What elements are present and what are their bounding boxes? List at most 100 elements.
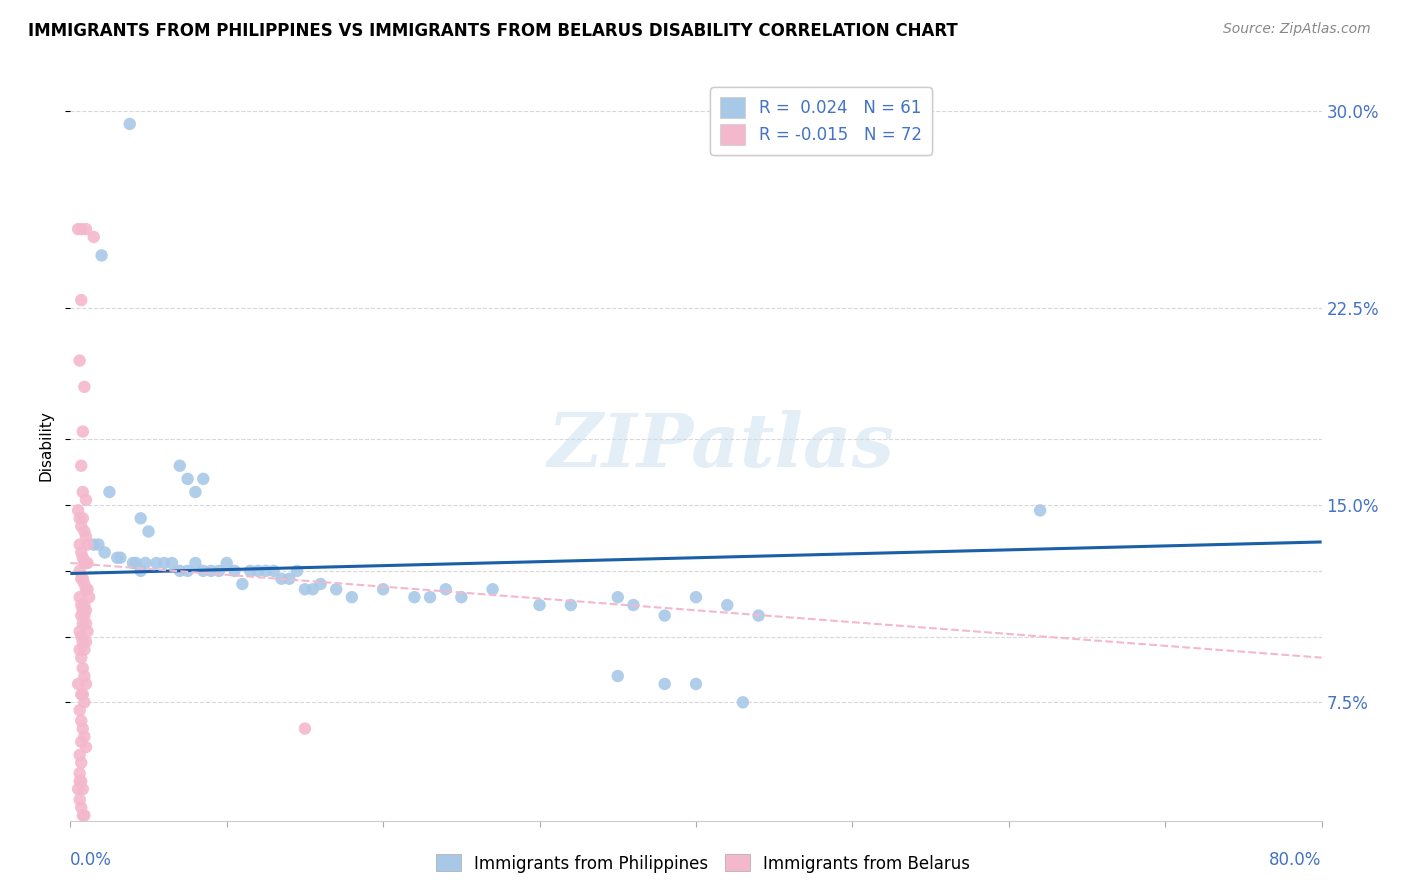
Point [70, 756, 93, 770]
Point [654, 608, 676, 623]
Point [70, 800, 93, 814]
Point [70, 630, 93, 644]
Point [70, 222, 93, 236]
Point [73, 524, 96, 539]
Point [153, 556, 176, 570]
Point [294, 722, 316, 736]
Point [75, 739, 97, 754]
Point [110, 550, 132, 565]
Point [70, 458, 93, 473]
Text: 80.0%: 80.0% [1270, 851, 1322, 869]
Point [90, 248, 112, 262]
Point [67, 503, 90, 517]
Point [70, 572, 93, 586]
Point [73, 642, 96, 657]
Legend: R =  0.024   N = 61, R = -0.015   N = 72: R = 0.024 N = 61, R = -0.015 N = 72 [710, 87, 932, 154]
Point [69, 511, 91, 525]
Point [76, 556, 98, 570]
Point [169, 458, 191, 473]
Point [748, 608, 770, 623]
Point [70, 688, 93, 702]
Point [134, 556, 156, 570]
Point [529, 598, 551, 612]
Point [70, 293, 93, 307]
Point [76, 582, 98, 597]
Point [285, 564, 308, 578]
Point [72, 603, 94, 617]
Point [731, 695, 754, 709]
Point [67, 222, 90, 236]
Point [129, 511, 152, 525]
Point [70, 608, 93, 623]
Point [73, 695, 96, 709]
Legend: Immigrants from Philippines, Immigrants from Belarus: Immigrants from Philippines, Immigrants … [429, 847, 977, 880]
Point [75, 635, 97, 649]
Point [83, 230, 105, 244]
Point [404, 590, 426, 604]
Point [70, 519, 93, 533]
Point [70, 714, 93, 728]
Point [419, 590, 441, 604]
Point [72, 808, 94, 822]
Point [69, 792, 91, 806]
Point [247, 564, 270, 578]
Point [654, 677, 676, 691]
Point [75, 616, 97, 631]
Point [67, 677, 90, 691]
Point [176, 564, 198, 578]
Point [73, 608, 96, 623]
Point [481, 582, 503, 597]
Point [606, 669, 628, 683]
Point [73, 808, 96, 822]
Point [301, 582, 323, 597]
Point [685, 590, 707, 604]
Point [72, 661, 94, 675]
Point [1029, 503, 1052, 517]
Point [340, 590, 363, 604]
Point [69, 353, 91, 368]
Point [193, 472, 215, 486]
Point [69, 590, 91, 604]
Point [67, 782, 90, 797]
Point [160, 556, 183, 570]
Y-axis label: Disability: Disability [38, 410, 53, 482]
Point [83, 538, 105, 552]
Point [69, 766, 91, 780]
Point [93, 545, 115, 559]
Point [450, 590, 472, 604]
Point [69, 564, 91, 578]
Point [138, 524, 160, 539]
Point [184, 556, 207, 570]
Point [72, 425, 94, 439]
Point [105, 550, 128, 565]
Point [716, 598, 738, 612]
Point [434, 582, 457, 597]
Point [118, 117, 141, 131]
Point [70, 545, 93, 559]
Point [231, 577, 253, 591]
Point [606, 590, 628, 604]
Point [325, 582, 347, 597]
Point [70, 735, 93, 749]
Point [69, 747, 91, 762]
Point [184, 485, 207, 500]
Point [72, 722, 94, 736]
Point [294, 582, 316, 597]
Point [70, 650, 93, 665]
Point [125, 556, 148, 570]
Point [76, 624, 98, 639]
Point [208, 564, 231, 578]
Point [72, 550, 94, 565]
Text: Source: ZipAtlas.com: Source: ZipAtlas.com [1223, 22, 1371, 37]
Text: ZIPatlas: ZIPatlas [547, 409, 894, 483]
Point [278, 572, 301, 586]
Point [75, 677, 97, 691]
Point [215, 556, 238, 570]
Point [72, 511, 94, 525]
Point [75, 603, 97, 617]
Point [98, 485, 121, 500]
Point [72, 616, 94, 631]
Point [87, 538, 110, 552]
Text: 0.0%: 0.0% [70, 851, 112, 869]
Point [72, 572, 94, 586]
